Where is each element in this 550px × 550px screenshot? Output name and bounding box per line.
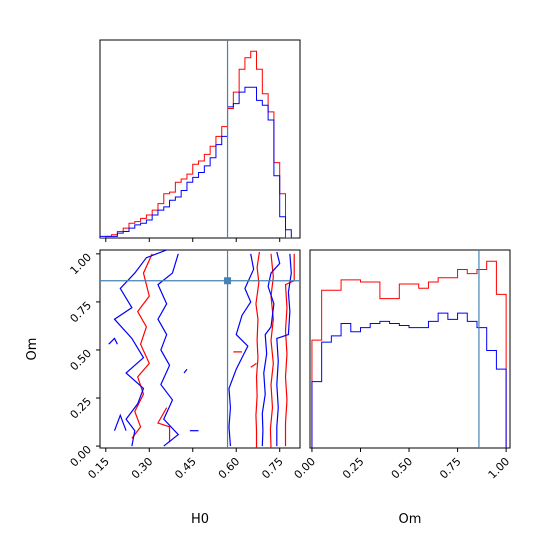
om-hist-xtick-label-2: 0.50 xyxy=(389,455,416,482)
contour-series_b-4 xyxy=(157,253,180,447)
contour-xtick-label-0: 0.15 xyxy=(85,455,112,482)
x-axis-label-h0: H0 xyxy=(191,512,209,527)
tick-layer: 0.15 0.30 0.45 0.60 0.750.000.250.500.751.00… xyxy=(68,238,513,482)
om-hist-xtick-label-0: 0.00 xyxy=(292,455,319,482)
h0-histogram-series_a xyxy=(100,50,298,238)
contour-ytick-label-3: 0.75 xyxy=(68,299,95,326)
contour-series_b-1 xyxy=(276,253,292,447)
contour-series_a-3 xyxy=(131,253,153,439)
x-axis-label-om: Om xyxy=(399,512,422,527)
om-hist-xtick-label-3: 0.75 xyxy=(437,455,464,482)
contour-truth-marker xyxy=(224,277,232,285)
contour-series_b-2 xyxy=(228,253,255,447)
contour-series_a-4 xyxy=(157,407,171,443)
contour-layer xyxy=(100,250,300,448)
contour-ytick-label-4: 1.00 xyxy=(68,251,95,278)
om-histogram-series_b xyxy=(311,312,507,448)
contour-ytick-label-0: 0.00 xyxy=(68,443,95,470)
contour-xtick-label-1: 0.30 xyxy=(129,455,156,482)
contour-xtick-label-2: 0.45 xyxy=(172,455,199,482)
h0-histogram-series_b xyxy=(100,86,298,238)
contour-series_b-6 xyxy=(108,337,118,345)
panel-om-histogram xyxy=(309,249,511,449)
contour-series_a-6 xyxy=(250,362,257,368)
contour-series_b-8 xyxy=(183,368,188,374)
panel-h0-om-contour xyxy=(99,249,301,449)
contour-ytick-label-1: 0.25 xyxy=(68,395,95,422)
om-histogram-series_a xyxy=(311,260,507,448)
y-axis-label-om: Om xyxy=(25,338,40,361)
contour-ytick-label-2: 0.50 xyxy=(68,347,95,374)
panel-h0-histogram xyxy=(99,39,301,239)
om-hist-xtick-label-4: 1.00 xyxy=(486,455,513,482)
contour-series_a-1 xyxy=(269,253,274,448)
contour-xtick-label-3: 0.60 xyxy=(216,455,243,482)
contour-series_b-3 xyxy=(113,250,167,447)
contour-series_a-0 xyxy=(255,251,261,448)
contour-series_b-5 xyxy=(113,413,127,431)
contour-xtick-label-4: 0.75 xyxy=(259,455,286,482)
h0-histogram-layer xyxy=(100,40,298,238)
contour-series_b-0 xyxy=(261,251,281,447)
om-histogram-layer xyxy=(311,250,507,448)
om-hist-xtick-label-1: 0.25 xyxy=(340,455,367,482)
